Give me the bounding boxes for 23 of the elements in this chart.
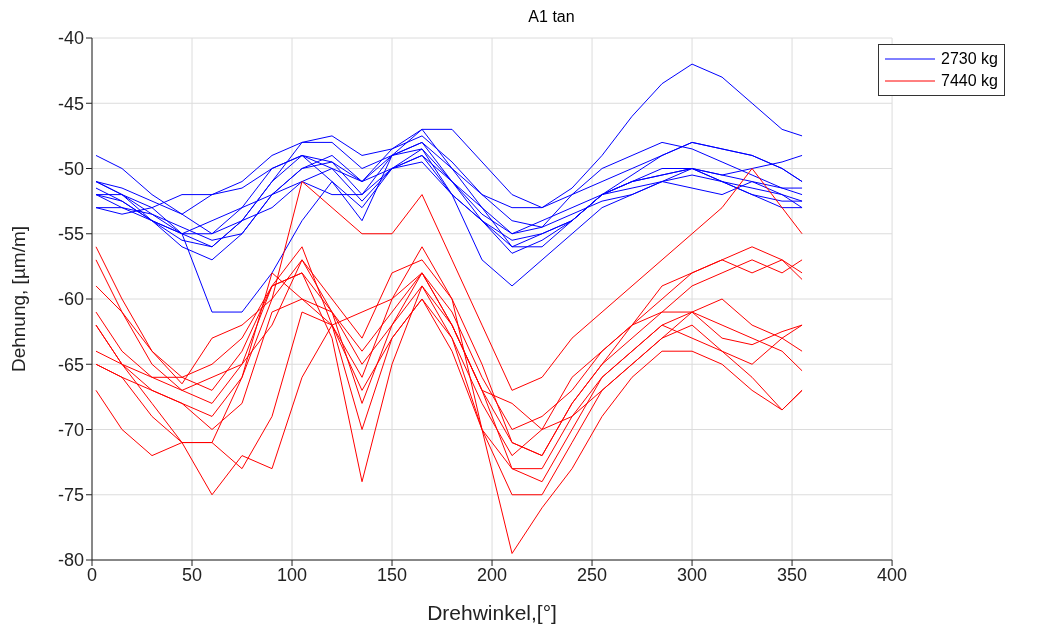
y-tick-label: -65 (57, 354, 84, 375)
legend-label: 2730 kg (941, 49, 998, 69)
x-tick-label: 150 (377, 564, 408, 585)
y-tick-label: -60 (57, 289, 84, 310)
y-tick-label: -40 (57, 28, 84, 49)
x-tick-label: 0 (86, 564, 98, 585)
x-tick-label: 200 (477, 564, 508, 585)
x-tick-label: 250 (577, 564, 608, 585)
y-axis-title: Dehnung, [µm/m] (7, 225, 29, 373)
y-tick-label: -70 (57, 419, 84, 440)
x-tick-label: 350 (777, 564, 808, 585)
y-tick-label: -80 (57, 550, 84, 571)
x-tick-label: 50 (181, 564, 203, 585)
chart-title: A1 tan (527, 8, 576, 27)
x-tick-label: 100 (276, 564, 308, 585)
y-tick-label: -75 (57, 485, 84, 506)
x-tick-label: 400 (877, 564, 908, 585)
y-tick-label: -55 (57, 224, 84, 245)
legend-label: 7440 kg (941, 71, 998, 91)
x-tick-label: 300 (677, 564, 708, 585)
x-axis-title: Drehwinkel,[°] (427, 601, 557, 624)
y-tick-label: -50 (57, 158, 84, 179)
y-tick-label: -45 (57, 93, 84, 114)
